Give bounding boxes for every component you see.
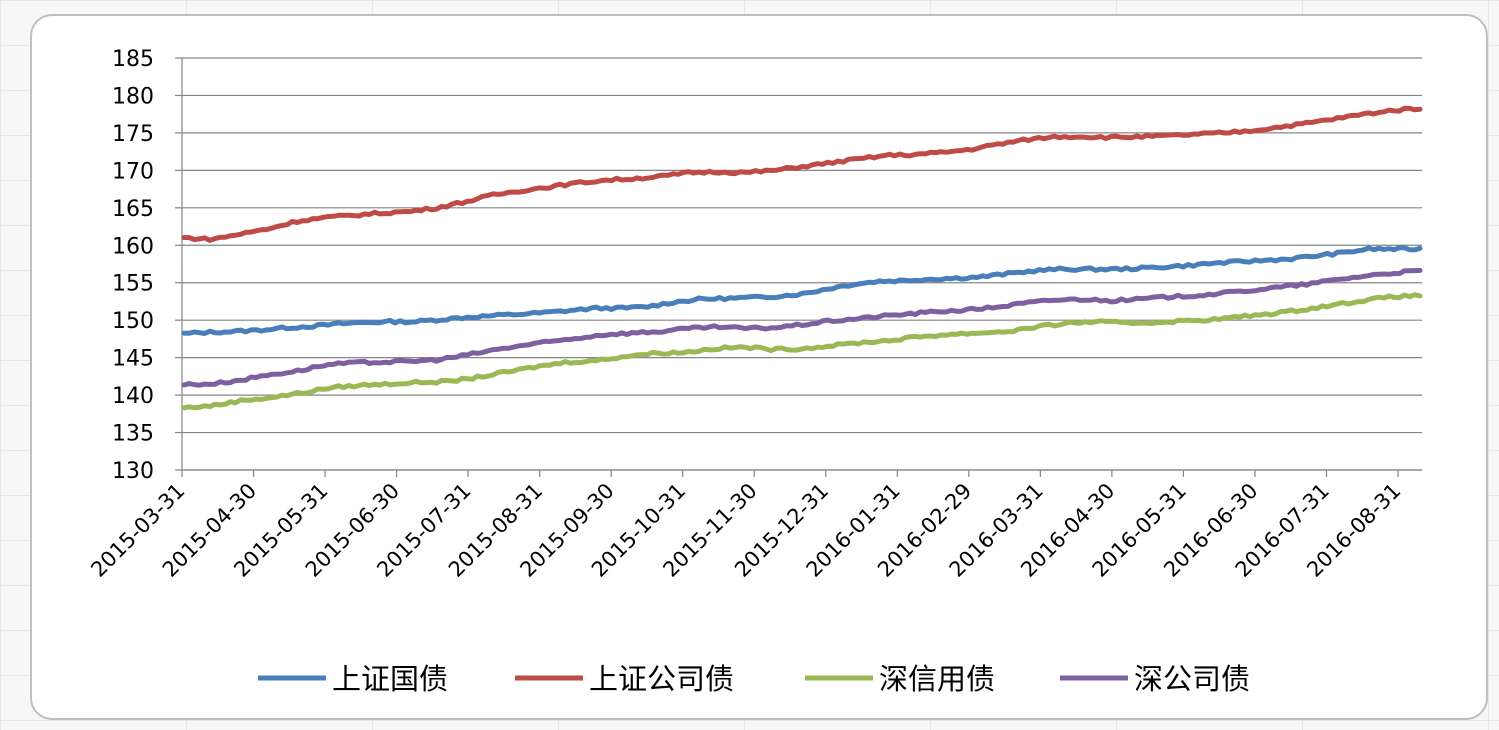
series-line	[181, 292, 1423, 411]
y-axis: 130 135 140 145 150 155 160 165 170 175 180 185	[112, 47, 183, 484]
legend-label: 深信用债	[879, 662, 995, 696]
legend-label: 深公司债	[1134, 662, 1250, 696]
y-tick-label: 155	[112, 272, 154, 297]
x-axis: 2015-03-312015-04-302015-05-312015-06-30…	[86, 469, 1422, 582]
y-tick-label: 180	[112, 84, 154, 109]
y-tick-label: 130	[112, 459, 154, 484]
y-tick-label: 140	[112, 384, 154, 409]
y-tick-label: 185	[112, 47, 154, 72]
y-tick-label: 150	[112, 309, 154, 334]
series-line	[181, 105, 1423, 243]
y-tick-label: 160	[112, 234, 154, 259]
legend: 上证国债 上证公司债 深信用债 深公司债	[258, 662, 1250, 696]
series-line	[181, 245, 1423, 336]
legend-label: 上证国债	[332, 662, 448, 696]
y-tick-label: 135	[112, 422, 154, 447]
series-lines	[181, 105, 1423, 411]
y-tick-label: 175	[112, 122, 154, 147]
gridlines	[182, 57, 1422, 471]
y-tick-label: 170	[112, 159, 154, 184]
y-tick-label: 165	[112, 197, 154, 222]
series-line	[181, 267, 1423, 388]
y-tick-label: 145	[112, 347, 154, 372]
legend-label: 上证公司债	[589, 662, 734, 696]
